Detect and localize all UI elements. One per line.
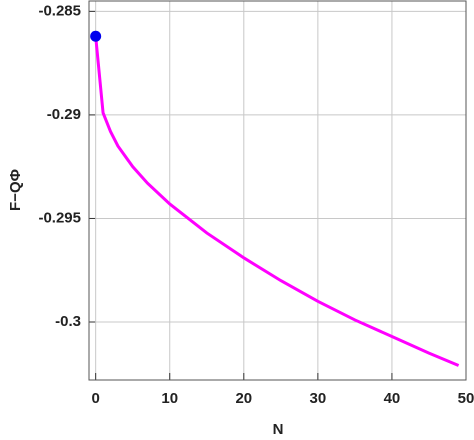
y-tick-label: -0.295 — [38, 209, 81, 226]
plot-frame — [88, 0, 467, 381]
x-tick-label: 30 — [310, 390, 327, 407]
y-axis-label: F−QΦ — [7, 169, 24, 211]
x-tick-label: 0 — [91, 390, 99, 407]
line — [94, 36, 460, 367]
y-tick-label: -0.285 — [38, 2, 81, 19]
x-axis-label: N — [273, 421, 284, 438]
x-tick-label: 20 — [235, 390, 252, 407]
x-tick-label: 50 — [458, 390, 474, 407]
x-tick-label: 40 — [384, 390, 401, 407]
y-tick-label: -0.3 — [55, 313, 81, 330]
point — [90, 30, 102, 42]
y-tick-label: -0.29 — [47, 106, 81, 123]
x-tick-label: 10 — [161, 390, 178, 407]
